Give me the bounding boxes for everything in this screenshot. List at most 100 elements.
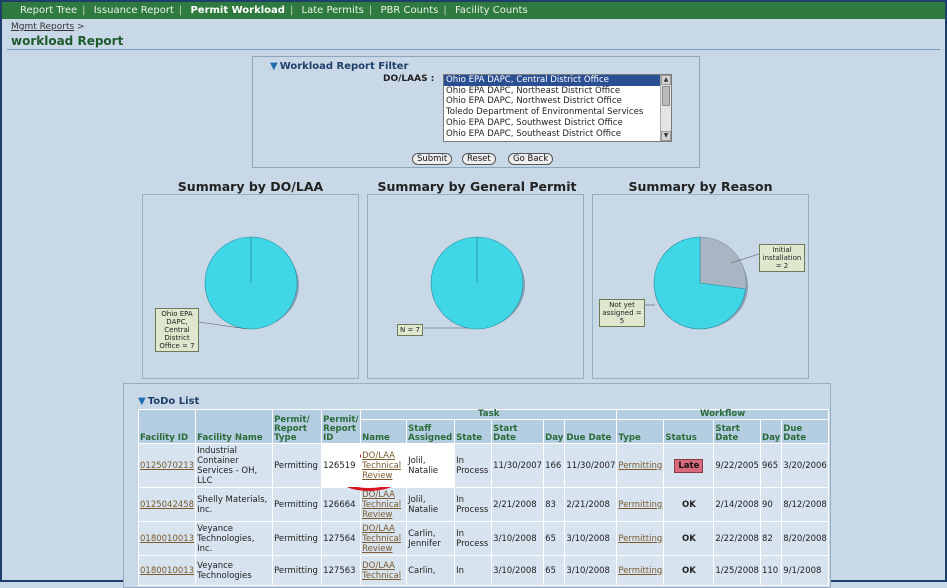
task-name-link[interactable]: DO/LAA Technical Review: [362, 489, 402, 520]
nav-late-permits[interactable]: Late Permits: [301, 5, 364, 16]
facility-id-link[interactable]: 0125042458: [140, 499, 195, 510]
filter-title[interactable]: ▼ Workload Report Filter: [270, 61, 408, 72]
col-permit-type[interactable]: Permit/ Report Type: [272, 409, 323, 444]
task-name-link[interactable]: DO/LAA Technical: [362, 560, 402, 581]
col-staff-assigned[interactable]: Staff Assigned: [406, 419, 456, 444]
facility-name-cell: Shelly Materials, Inc.: [195, 487, 274, 522]
day-cell: 83: [543, 487, 566, 522]
col-start-date[interactable]: Start Date: [491, 419, 545, 444]
col-facility-id[interactable]: Facility ID: [137, 409, 197, 444]
col-wf-day[interactable]: Day: [759, 419, 783, 444]
wf-start-cell: 9/22/2005: [713, 443, 761, 488]
task-name-link[interactable]: DO/LAA Technical Review: [362, 523, 402, 554]
task-name-link[interactable]: DO/LAA Technical Review: [362, 450, 402, 481]
nav-permit-workload[interactable]: Permit Workload: [190, 5, 285, 16]
todo-table: Facility ID Facility Name Permit/ Report…: [137, 409, 829, 586]
permit-type-cell: Permitting: [272, 443, 323, 488]
collapse-triangle-icon[interactable]: ▼: [270, 61, 278, 72]
nav-divider: |: [289, 5, 294, 16]
summary-dolaa-title: Summary by DO/LAA: [177, 179, 324, 194]
wf-due-cell: 8/12/2008: [781, 487, 829, 522]
workflow-group-header: Workflow: [616, 409, 829, 420]
pie-slice-initial-installation: [699, 236, 747, 290]
due-date-cell: 3/10/2008: [564, 521, 618, 556]
general-callout-label: N = 7: [397, 324, 423, 336]
dolaa-pie-svg: [198, 236, 299, 330]
nav-pbr-counts[interactable]: PBR Counts: [380, 5, 439, 16]
col-facility-name[interactable]: Facility Name: [195, 409, 274, 444]
wf-start-cell: 2/22/2008: [713, 521, 761, 556]
facility-id-link[interactable]: 0180010013: [140, 533, 195, 544]
breadcrumb-mgmt-reports[interactable]: Mgmt Reports: [11, 22, 75, 32]
nav-issuance-report[interactable]: Issuance Report: [93, 5, 174, 16]
todo-title-text: ToDo List: [147, 396, 200, 407]
table-row: 0125042458 Shelly Materials, Inc. Permit…: [137, 487, 829, 522]
collapse-triangle-icon[interactable]: ▼: [138, 396, 146, 407]
wf-type-link[interactable]: Permitting: [618, 499, 663, 510]
day-cell: 65: [543, 555, 566, 586]
col-wf-start-date[interactable]: Start Date: [713, 419, 761, 444]
wf-type-link[interactable]: Permitting: [618, 565, 663, 576]
nav-divider: |: [82, 5, 86, 16]
dolaa-callout-label: Ohio EPA DAPC, Central District Office =…: [155, 308, 199, 352]
col-wf-due-date[interactable]: Due Date: [781, 419, 829, 444]
col-day[interactable]: Day: [543, 419, 566, 444]
col-task-name[interactable]: Name: [360, 419, 408, 444]
wf-due-cell: 3/20/2006: [781, 443, 829, 488]
wf-type-link[interactable]: Permitting: [618, 460, 663, 471]
task-name-cell: DO/LAA Technical: [360, 555, 408, 586]
facility-id-link[interactable]: 0180010013: [140, 565, 195, 576]
col-permit-id[interactable]: Permit/ Report ID: [321, 409, 362, 444]
nav-divider: |: [368, 5, 373, 16]
reset-button[interactable]: Reset: [462, 153, 496, 165]
due-date-cell: 2/21/2008: [564, 487, 618, 522]
wf-type-link[interactable]: Permitting: [618, 533, 663, 544]
go-back-button[interactable]: Go Back: [508, 153, 554, 165]
scroll-up-arrow-icon[interactable]: ▲: [661, 75, 671, 85]
task-name-cell: DO/LAA Technical Review: [360, 487, 408, 522]
facility-id-cell: 0180010013: [137, 521, 197, 556]
wf-day-cell: 110: [759, 555, 783, 586]
scroll-thumb[interactable]: [662, 86, 670, 106]
staff-cell: Jolil, Natalie: [406, 443, 456, 488]
status-badge-late: Late: [674, 458, 704, 473]
todo-title[interactable]: ▼ ToDo List: [138, 396, 199, 407]
workload-filter-panel: ▼ Workload Report Filter DO/LAAS : Ohio E…: [252, 56, 700, 168]
day-cell: 166: [543, 443, 566, 488]
breadcrumb-separator: >: [77, 22, 85, 32]
summary-general-title: Summary by General Permit: [377, 179, 577, 194]
start-date-cell: 3/10/2008: [491, 555, 545, 586]
listbox-scrollbar[interactable]: ▲ ▼: [660, 75, 671, 141]
facility-id-link[interactable]: 0125070213: [140, 460, 195, 471]
dolaa-option[interactable]: Ohio EPA DAPC, Southwest District Office: [446, 117, 623, 128]
wf-start-cell: 2/14/2008: [713, 487, 761, 522]
col-wf-status[interactable]: Status: [663, 419, 715, 444]
state-cell: In Process: [454, 443, 493, 488]
submit-button[interactable]: Submit: [412, 153, 453, 165]
permit-type-cell: Permitting: [272, 487, 323, 522]
dolaa-option[interactable]: Ohio EPA DAPC, Southeast District Office: [446, 128, 622, 139]
dolaa-option[interactable]: Ohio EPA DAPC, Northwest District Office: [446, 96, 622, 107]
wf-type-cell: Permitting: [616, 443, 665, 488]
start-date-cell: 2/21/2008: [491, 487, 545, 522]
facility-name-cell: Veyance Technologies: [195, 555, 274, 586]
general-pie-chart: N = 7: [367, 194, 584, 379]
dolaa-option[interactable]: Toledo Department of Environmental Servi…: [446, 107, 644, 118]
state-cell: In: [454, 555, 493, 586]
dolaa-option[interactable]: Ohio EPA DAPC, Northeast District Office: [446, 85, 621, 96]
nav-report-tree[interactable]: Report Tree: [20, 5, 78, 16]
dolaa-option[interactable]: Ohio EPA DAPC, Central District Office: [444, 75, 671, 86]
scroll-down-arrow-icon[interactable]: ▼: [661, 131, 671, 141]
dolaa-listbox[interactable]: Ohio EPA DAPC, Central District Office O…: [443, 74, 672, 142]
wf-day-cell: 965: [759, 443, 783, 488]
nav-facility-counts[interactable]: Facility Counts: [454, 5, 528, 16]
page-title: workload Report: [11, 34, 124, 48]
general-pie-svg: [424, 236, 525, 330]
col-state[interactable]: State: [454, 419, 493, 444]
wf-status-cell: Late: [663, 443, 715, 488]
wf-day-cell: 82: [759, 521, 783, 556]
summary-reason-title: Summary by Reason: [628, 179, 773, 194]
col-wf-type[interactable]: Type: [616, 419, 665, 444]
wf-due-cell: 9/1/2008: [781, 555, 829, 586]
col-due-date[interactable]: Due Date: [564, 419, 618, 444]
